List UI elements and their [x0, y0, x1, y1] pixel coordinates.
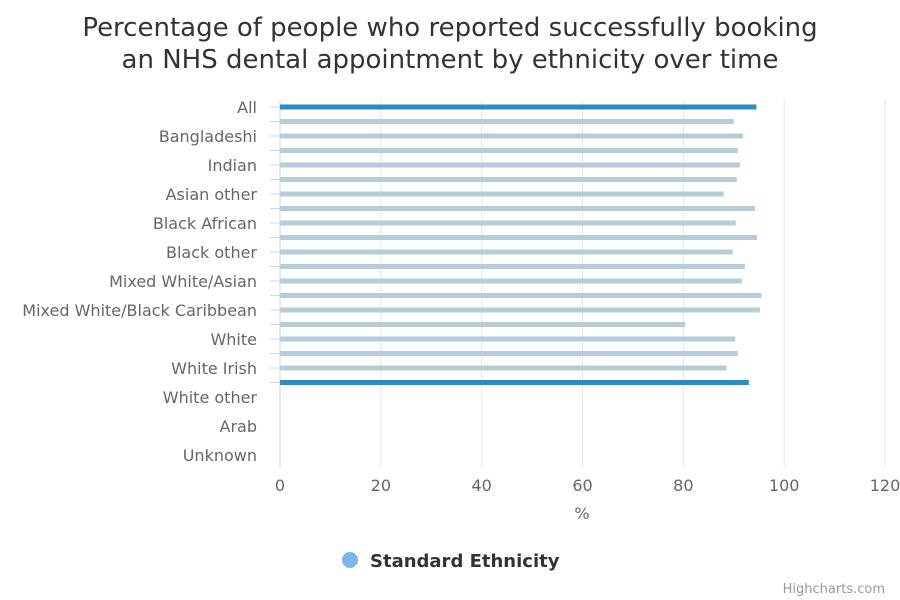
bar[interactable] — [280, 249, 733, 255]
bar[interactable] — [280, 206, 755, 211]
chart-title-line-2: an NHS dental appointment by ethnicity o… — [122, 45, 779, 75]
category-label: Black African — [153, 214, 257, 233]
bar[interactable] — [280, 191, 724, 197]
x-axis-ticks: 0 20 40 60 80 100 120 — [275, 476, 900, 495]
bar[interactable] — [280, 162, 740, 168]
x-tick-label: 80 — [673, 476, 693, 495]
bar[interactable] — [280, 133, 743, 139]
bar[interactable] — [280, 336, 736, 342]
category-label: Black other — [166, 243, 257, 262]
category-label: Asian other — [166, 185, 258, 204]
bar[interactable] — [280, 148, 738, 153]
bar[interactable] — [280, 104, 757, 110]
bar[interactable] — [280, 264, 745, 269]
category-label: Unknown — [183, 446, 257, 465]
category-label: Mixed White/Black Caribbean — [22, 301, 257, 320]
chart-title-line-1: Percentage of people who reported succes… — [82, 13, 817, 43]
bar[interactable] — [280, 278, 742, 284]
category-labels: All Bangladeshi Indian Asian other Black Afr… — [22, 98, 257, 465]
credits-link[interactable]: Highcharts.com — [783, 582, 885, 597]
bar[interactable] — [280, 307, 760, 313]
category-label: Bangladeshi — [159, 127, 257, 146]
category-label: White other — [163, 388, 258, 407]
legend-label[interactable]: Standard Ethnicity — [370, 551, 560, 572]
category-label: All — [237, 98, 257, 117]
x-tick-label: 40 — [471, 476, 491, 495]
legend[interactable]: Standard Ethnicity — [342, 551, 560, 572]
x-tick-label: 60 — [572, 476, 592, 495]
bar[interactable] — [280, 293, 762, 298]
bar[interactable] — [280, 220, 736, 226]
bar[interactable] — [280, 351, 738, 356]
category-label: Arab — [220, 417, 257, 436]
x-tick-label: 0 — [275, 476, 285, 495]
category-label: Mixed White/Asian — [109, 272, 257, 291]
x-tick-label: 120 — [870, 476, 900, 495]
bar[interactable] — [280, 177, 737, 182]
bars — [270, 104, 762, 385]
category-label: White Irish — [171, 359, 257, 378]
x-tick-label: 20 — [371, 476, 391, 495]
category-label: White — [210, 330, 257, 349]
x-tick-label: 100 — [769, 476, 800, 495]
category-label: Indian — [208, 156, 257, 175]
bar[interactable] — [280, 119, 734, 124]
x-axis-title: % — [574, 504, 589, 523]
bar[interactable] — [280, 380, 749, 385]
bar[interactable] — [280, 365, 727, 371]
legend-marker[interactable] — [342, 552, 358, 568]
bar[interactable] — [280, 235, 757, 240]
bar[interactable] — [280, 322, 686, 327]
